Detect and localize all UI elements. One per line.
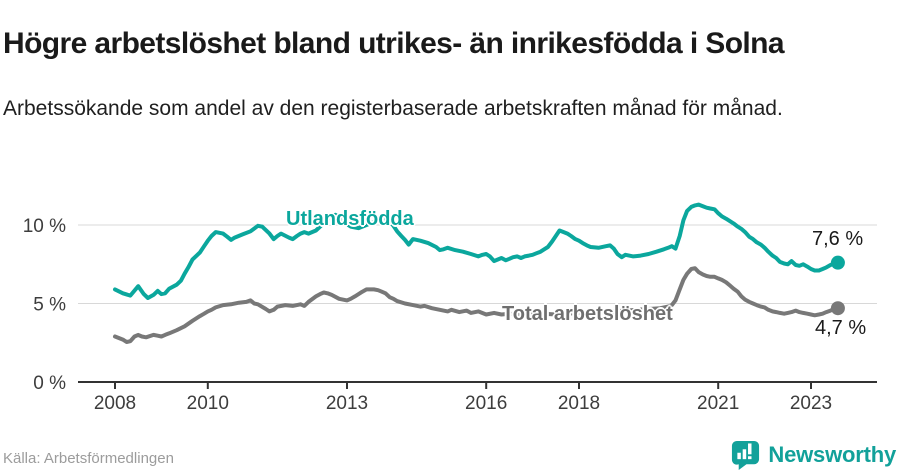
series-end-dot	[830, 255, 845, 270]
series-line	[113, 202, 840, 300]
x-tick-label: 2008	[94, 393, 136, 414]
x-tick-label: 2010	[187, 393, 229, 414]
y-tick-label: 5 %	[33, 295, 66, 316]
newsworthy-brand: Newsworthy	[730, 439, 896, 470]
page-title: Högre arbetslöshet bland utrikes- än inr…	[3, 27, 785, 61]
x-tick-label: 2016	[465, 393, 507, 414]
x-tick-label: 2021	[697, 393, 739, 414]
series-label-utlandsfodda: Utlandsfödda	[286, 208, 414, 230]
series-label-total-arbetsloshet: Total arbetslöshet	[502, 303, 673, 325]
series-end-dot	[830, 301, 845, 316]
x-tick-label: 2018	[558, 393, 600, 414]
end-value-label-utlandsfodda: 7,6 %	[812, 228, 864, 250]
y-tick-label: 10 %	[23, 216, 66, 237]
end-value-label-total: 4,7 %	[815, 317, 867, 339]
chart-subtitle: Arbetssökande som andel av den registerb…	[3, 97, 783, 120]
series-line	[113, 266, 840, 344]
source-attribution: Källa: Arbetsförmedlingen	[3, 450, 174, 467]
y-tick-label: 0 %	[33, 373, 66, 394]
newsworthy-wordmark: Newsworthy	[768, 441, 896, 467]
x-tick-label: 2023	[790, 393, 832, 414]
x-tick-label: 2013	[326, 393, 368, 414]
newsworthy-bubble-barchart-icon	[730, 439, 761, 470]
